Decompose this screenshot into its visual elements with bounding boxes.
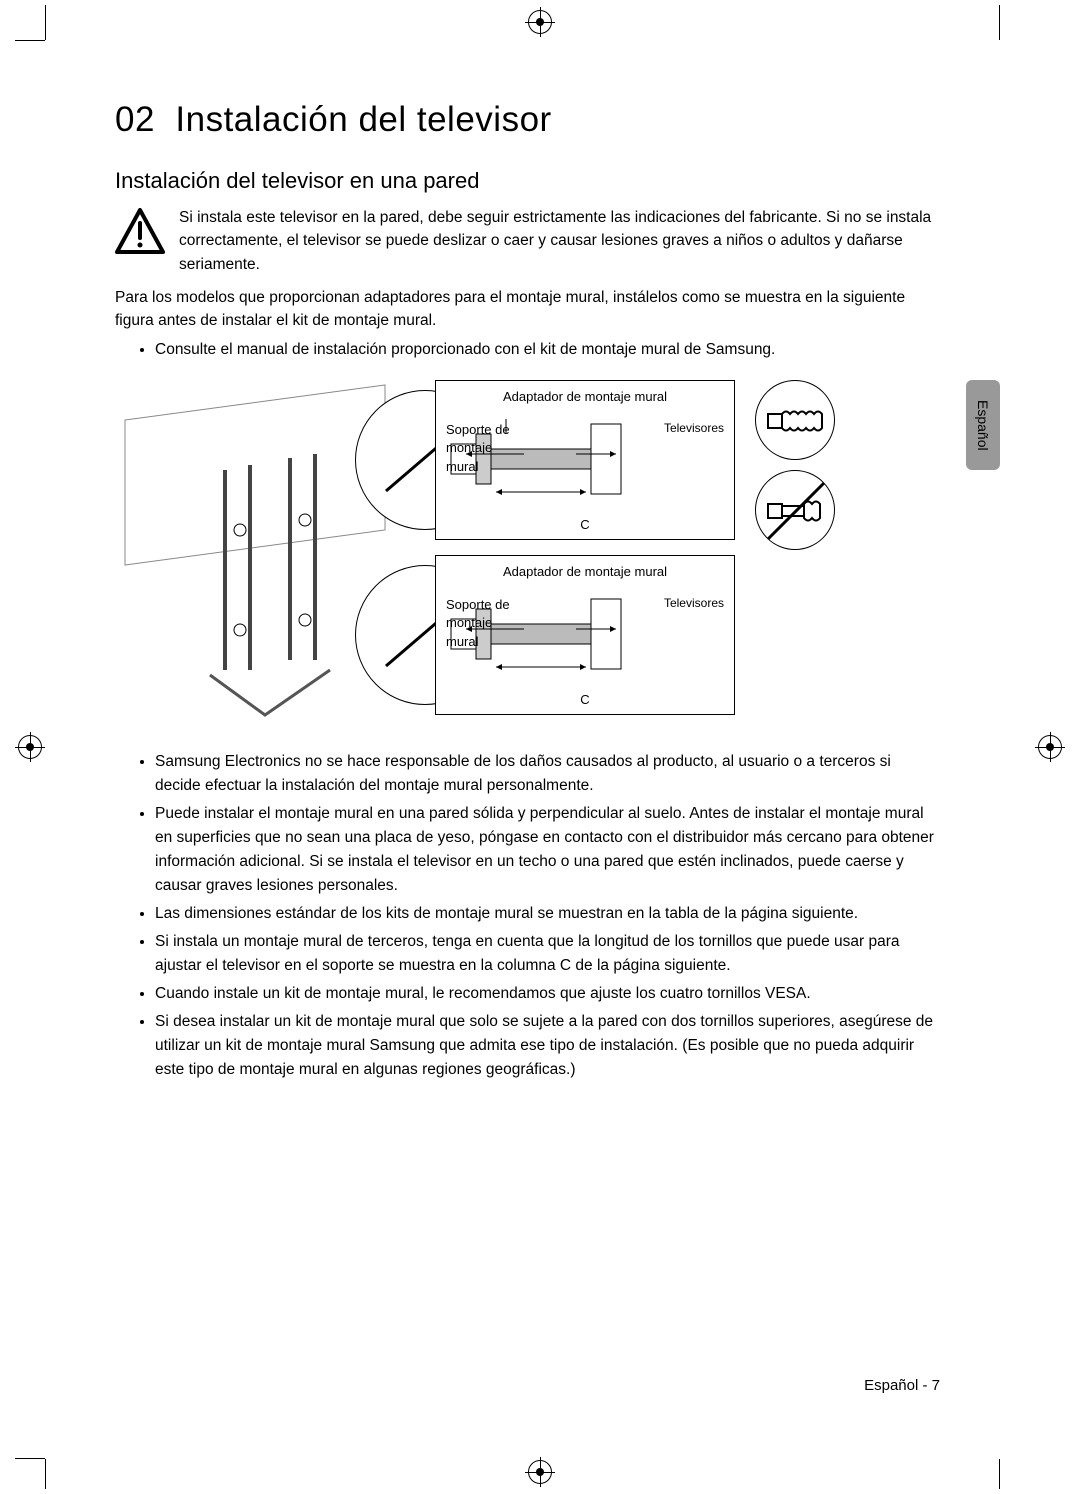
- registration-mark-icon: [528, 1460, 552, 1484]
- page-footer: Español - 7: [864, 1377, 940, 1394]
- section-title: 02 Instalación del televisor: [115, 100, 940, 140]
- subsection-title: Instalación del televisor en una pared: [115, 168, 940, 194]
- full-thread-bolt-icon: [755, 380, 835, 460]
- language-tab-label: Español: [975, 400, 991, 451]
- bolt-icons-group: [755, 380, 855, 560]
- crop-mark: [45, 5, 46, 40]
- registration-mark-icon: [18, 735, 42, 759]
- crop-mark: [15, 40, 45, 41]
- language-tab: Español: [966, 380, 1000, 470]
- warning-block: Si instala este televisor en la pared, d…: [115, 206, 940, 276]
- section-number: 02: [115, 100, 155, 139]
- footer-separator: -: [922, 1377, 927, 1394]
- diagram-c-label: C: [446, 517, 724, 532]
- section-title-text: Instalación del televisor: [175, 100, 551, 139]
- list-item: Si instala un montaje mural de terceros,…: [155, 930, 940, 978]
- list-item: Las dimensiones estándar de los kits de …: [155, 902, 940, 926]
- list-item: Puede instalar el montaje mural en una p…: [155, 802, 940, 898]
- crop-mark: [15, 1458, 45, 1459]
- diagram-detail-box: Adaptador de montaje mural Soporte de mo…: [435, 555, 735, 715]
- warning-icon: [115, 208, 165, 254]
- list-item: Samsung Electronics no se hace responsab…: [155, 750, 940, 798]
- guidelines-list: Samsung Electronics no se hace responsab…: [155, 750, 940, 1082]
- diagram-bracket-label: Soporte de montaje mural: [446, 596, 516, 651]
- installation-diagram: Adaptador de montaje mural Soporte de mo…: [115, 380, 940, 730]
- registration-mark-icon: [1038, 735, 1062, 759]
- diagram-adapter-label: Adaptador de montaje mural: [446, 564, 724, 579]
- diagram-tv-label: Televisores: [664, 421, 724, 435]
- footer-language: Español: [864, 1377, 918, 1394]
- list-item: Si desea instalar un kit de montaje mura…: [155, 1010, 940, 1082]
- list-item: Cuando instale un kit de montaje mural, …: [155, 982, 940, 1006]
- list-item: Consulte el manual de instalación propor…: [155, 338, 940, 362]
- crop-mark: [45, 1459, 46, 1489]
- crop-mark: [999, 1459, 1000, 1489]
- page-content: 02 Instalación del televisor Instalación…: [115, 100, 940, 1394]
- intro-bullet-list: Consulte el manual de instalación propor…: [155, 338, 940, 362]
- diagram-tv-label: Televisores: [664, 596, 724, 610]
- partial-thread-bolt-prohibited-icon: [755, 470, 835, 550]
- footer-page-number: 7: [932, 1377, 940, 1394]
- registration-mark-icon: [528, 10, 552, 34]
- crop-mark: [999, 5, 1000, 40]
- intro-paragraph: Para los modelos que proporcionan adapta…: [115, 286, 940, 333]
- diagram-detail-box: Adaptador de montaje mural Soporte de mo…: [435, 380, 735, 540]
- diagram-c-label: C: [446, 692, 724, 707]
- diagram-bracket-label: Soporte de montaje mural: [446, 421, 516, 476]
- warning-text: Si instala este televisor en la pared, d…: [179, 206, 940, 276]
- diagram-adapter-label: Adaptador de montaje mural: [446, 389, 724, 404]
